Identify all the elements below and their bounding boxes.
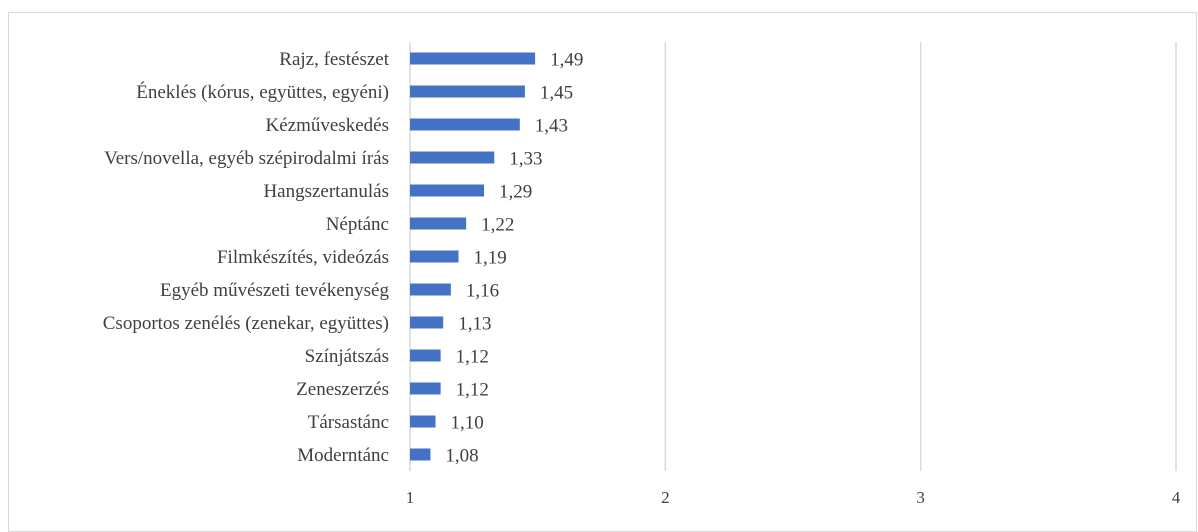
bar [410,118,520,131]
x-tick-label: 2 [661,488,670,507]
category-label: Rajz, festészet [279,49,389,70]
data-label: 1,12 [456,347,489,368]
x-tick-label: 3 [916,488,925,507]
bar [410,250,459,263]
data-label: 1,13 [458,314,491,335]
data-label: 1,43 [535,116,568,137]
chart-frame [8,12,1197,532]
gridlines [409,42,1177,471]
data-label: 1,16 [466,281,499,302]
category-label: Moderntánc [297,445,389,466]
data-label: 1,08 [445,446,478,467]
bar [410,184,485,197]
category-label: Színjátszás [305,346,389,367]
bar [410,382,441,395]
bar [410,52,536,65]
bar-chart: Rajz, festészet Éneklés (kórus, együttes,… [103,42,1181,507]
data-label: 1,29 [499,182,532,203]
data-label: 1,45 [540,83,573,104]
bar [410,283,451,296]
category-label: Kézműveskedés [266,115,389,136]
bars [410,52,536,461]
category-label: Zeneszerzés [296,379,389,400]
bar [410,349,441,362]
data-labels: 1,49 1,45 1,43 1,33 1,29 1,22 1,19 1,16 1,13 1,12… [445,50,583,467]
data-label: 1,19 [474,248,507,269]
bar [410,448,431,461]
x-tick-label: 1 [406,488,415,507]
category-label: Csoportos zenélés (zenekar, együttes) [103,313,389,334]
data-label: 1,10 [451,413,484,434]
bar [410,85,525,98]
data-label: 1,22 [481,215,514,236]
bar [410,316,444,329]
category-label: Filmkészítés, videózás [217,247,389,268]
category-label: Társastánc [308,412,389,433]
category-labels: Rajz, festészet Éneklés (kórus, együttes,… [103,49,390,466]
bar [410,415,436,428]
category-label: Egyéb művészeti tevékenység [160,280,389,301]
category-label: Hangszertanulás [263,181,389,202]
category-label: Éneklés (kórus, együttes, egyéni) [136,81,389,103]
bar [410,217,467,230]
x-axis-ticks: 1 2 3 4 [406,488,1181,507]
x-tick-label: 4 [1172,488,1181,507]
bar [410,151,495,164]
data-label: 1,49 [550,50,583,71]
data-label: 1,12 [456,380,489,401]
data-label: 1,33 [509,149,542,170]
category-label: Vers/novella, egyéb szépirodalmi írás [104,148,389,169]
category-label: Néptánc [326,214,389,235]
